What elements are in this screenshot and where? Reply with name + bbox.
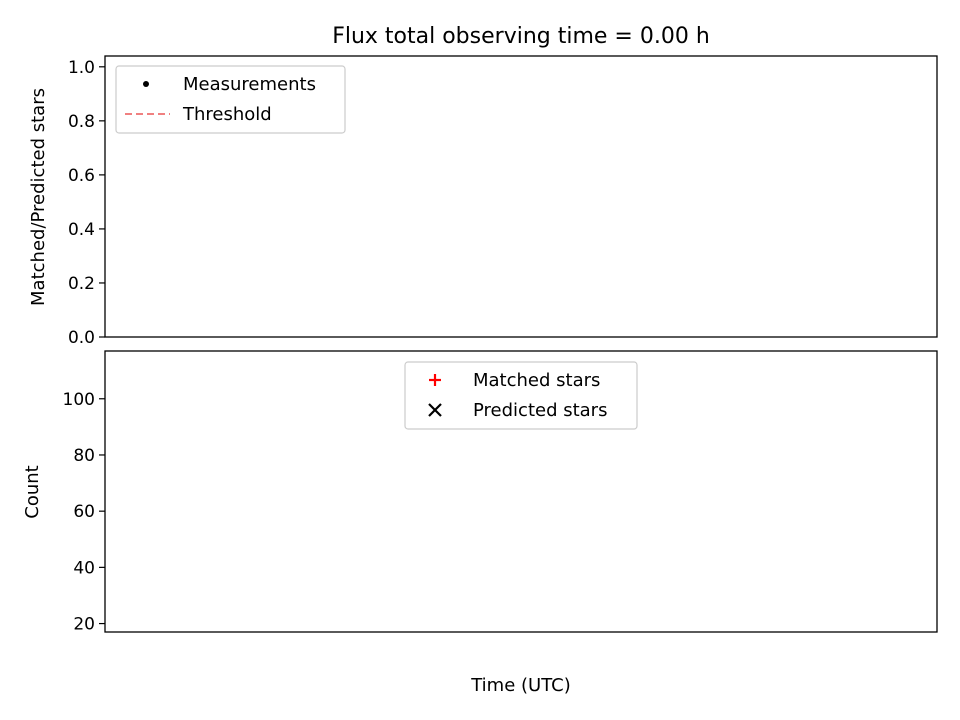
top-legend: Measurements Threshold: [115, 65, 346, 134]
y-tick-label: 80: [73, 446, 95, 466]
top-panel: 0.0 0.2 0.4 0.6 0.8 1.0 Matched/Predicted sta…: [28, 55, 938, 348]
predicted-legend-marker: [428, 403, 442, 417]
y-tick-label: 0.6: [68, 166, 95, 186]
top-y-ticks: 0.0 0.2 0.4 0.6 0.8 1.0: [68, 58, 105, 348]
y-tick-label: 100: [63, 390, 95, 410]
measurements-legend-marker: [143, 81, 149, 87]
measurements-legend-label: Measurements: [183, 74, 316, 95]
top-axes-frame: [104, 55, 938, 338]
bottom-legend-box: [404, 361, 638, 430]
bottom-legend: Matched stars Predicted stars: [404, 361, 638, 430]
y-tick-label: 0.2: [68, 274, 95, 294]
y-tick-label: 1.0: [68, 58, 95, 78]
predicted-legend-label: Predicted stars: [473, 400, 607, 421]
y-tick-label: 0.8: [68, 112, 95, 132]
matched-legend-label: Matched stars: [473, 370, 600, 391]
threshold-legend-label: Threshold: [182, 104, 272, 125]
y-tick-label: 0.0: [68, 328, 95, 348]
y-tick-label: 20: [73, 615, 95, 635]
y-tick-label: 60: [73, 502, 95, 522]
x-axis-label: Time (UTC): [470, 675, 571, 696]
top-legend-box: [115, 65, 346, 134]
bottom-axes-frame: [104, 350, 938, 633]
y-tick-label: 0.4: [68, 220, 95, 240]
top-y-axis-label: Matched/Predicted stars: [28, 88, 49, 306]
y-tick-label: 40: [73, 558, 95, 578]
matched-legend-marker: [429, 374, 441, 386]
bottom-y-ticks: 20 40 60 80 100: [63, 390, 105, 635]
bottom-y-axis-label: Count: [22, 465, 43, 518]
figure-title: Flux total observing time = 0.00 h: [332, 24, 710, 49]
